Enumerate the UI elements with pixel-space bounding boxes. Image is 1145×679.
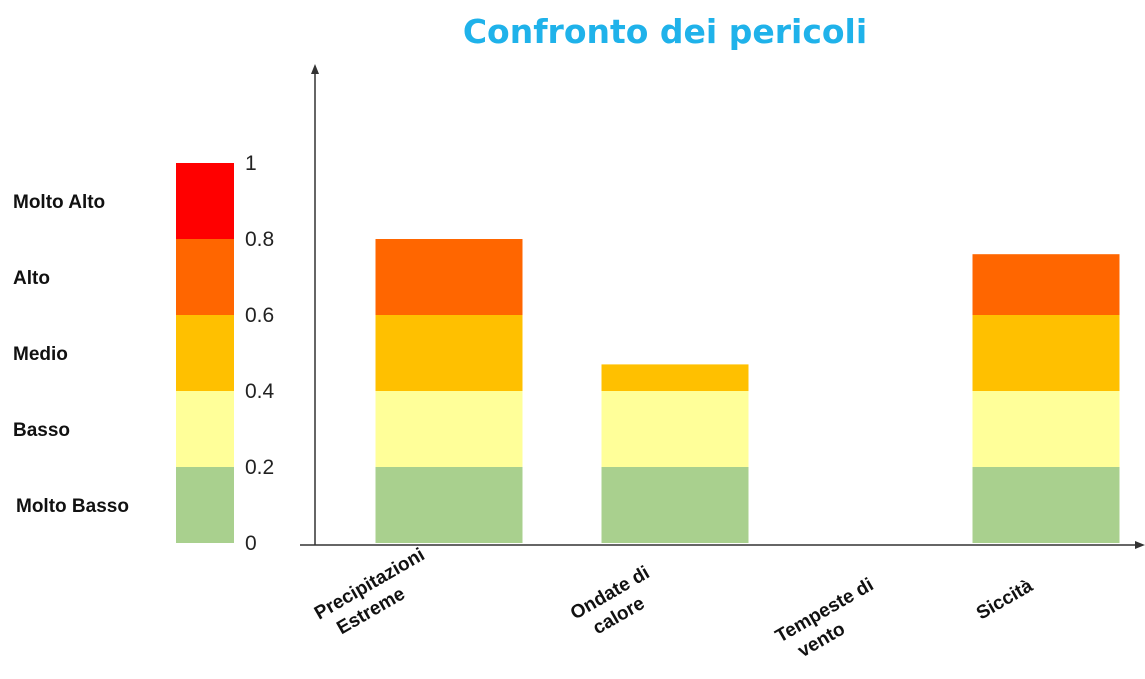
bar-1 <box>601 364 749 543</box>
y-tick-label: 0.6 <box>245 304 274 327</box>
bar-3 <box>972 254 1120 543</box>
bar-segment <box>601 391 749 467</box>
stacked-bars <box>375 239 1120 543</box>
bar-segment <box>375 315 523 391</box>
chart-title: Confronto dei pericoli <box>463 12 867 51</box>
y-tick-label: 1 <box>245 152 257 175</box>
level-label: Molto Basso <box>16 496 129 517</box>
level-swatch-molto-basso <box>176 467 234 543</box>
axes <box>300 64 1145 549</box>
bar-segment <box>601 364 749 391</box>
level-label: Medio <box>13 344 68 365</box>
bar-segment <box>972 467 1120 543</box>
y-tick-label: 0.2 <box>245 456 274 479</box>
level-label: Alto <box>13 268 50 289</box>
level-label: Molto Alto <box>13 192 105 213</box>
x-axis-arrow <box>1135 541 1145 549</box>
risk-level-labels: Molto Basso Basso Medio Alto Molto Alto <box>13 192 129 517</box>
bar-0 <box>375 239 523 543</box>
x-category-label: Ondate dicalore <box>567 562 665 645</box>
bar-segment <box>972 391 1120 467</box>
x-category-label: PrecipitazioniEstreme <box>311 544 440 645</box>
y-axis-arrow <box>311 64 319 74</box>
bar-segment <box>972 254 1120 315</box>
bar-segment <box>375 391 523 467</box>
level-swatch-alto <box>176 239 234 315</box>
y-tick-label: 0 <box>245 532 257 555</box>
level-swatch-basso <box>176 391 234 467</box>
bar-segment <box>375 467 523 543</box>
x-category-label: Tempeste divento <box>772 574 889 668</box>
x-category-label-line: Siccità <box>973 575 1037 624</box>
x-axis-category-labels: PrecipitazioniEstreme Ondate dicalore Temp… <box>311 544 1037 668</box>
y-tick-label: 0.4 <box>245 380 275 403</box>
risk-level-scale <box>176 163 234 543</box>
bar-segment <box>972 315 1120 391</box>
level-swatch-medio <box>176 315 234 391</box>
x-category-label: Siccità <box>973 575 1037 624</box>
bar-segment <box>601 467 749 543</box>
level-label: Basso <box>13 420 70 441</box>
y-axis-tick-labels: 0 0.2 0.4 0.6 0.8 1 <box>245 152 275 555</box>
bar-segment <box>375 239 523 315</box>
y-tick-label: 0.8 <box>245 228 274 251</box>
level-swatch-molto-alto <box>176 163 234 239</box>
